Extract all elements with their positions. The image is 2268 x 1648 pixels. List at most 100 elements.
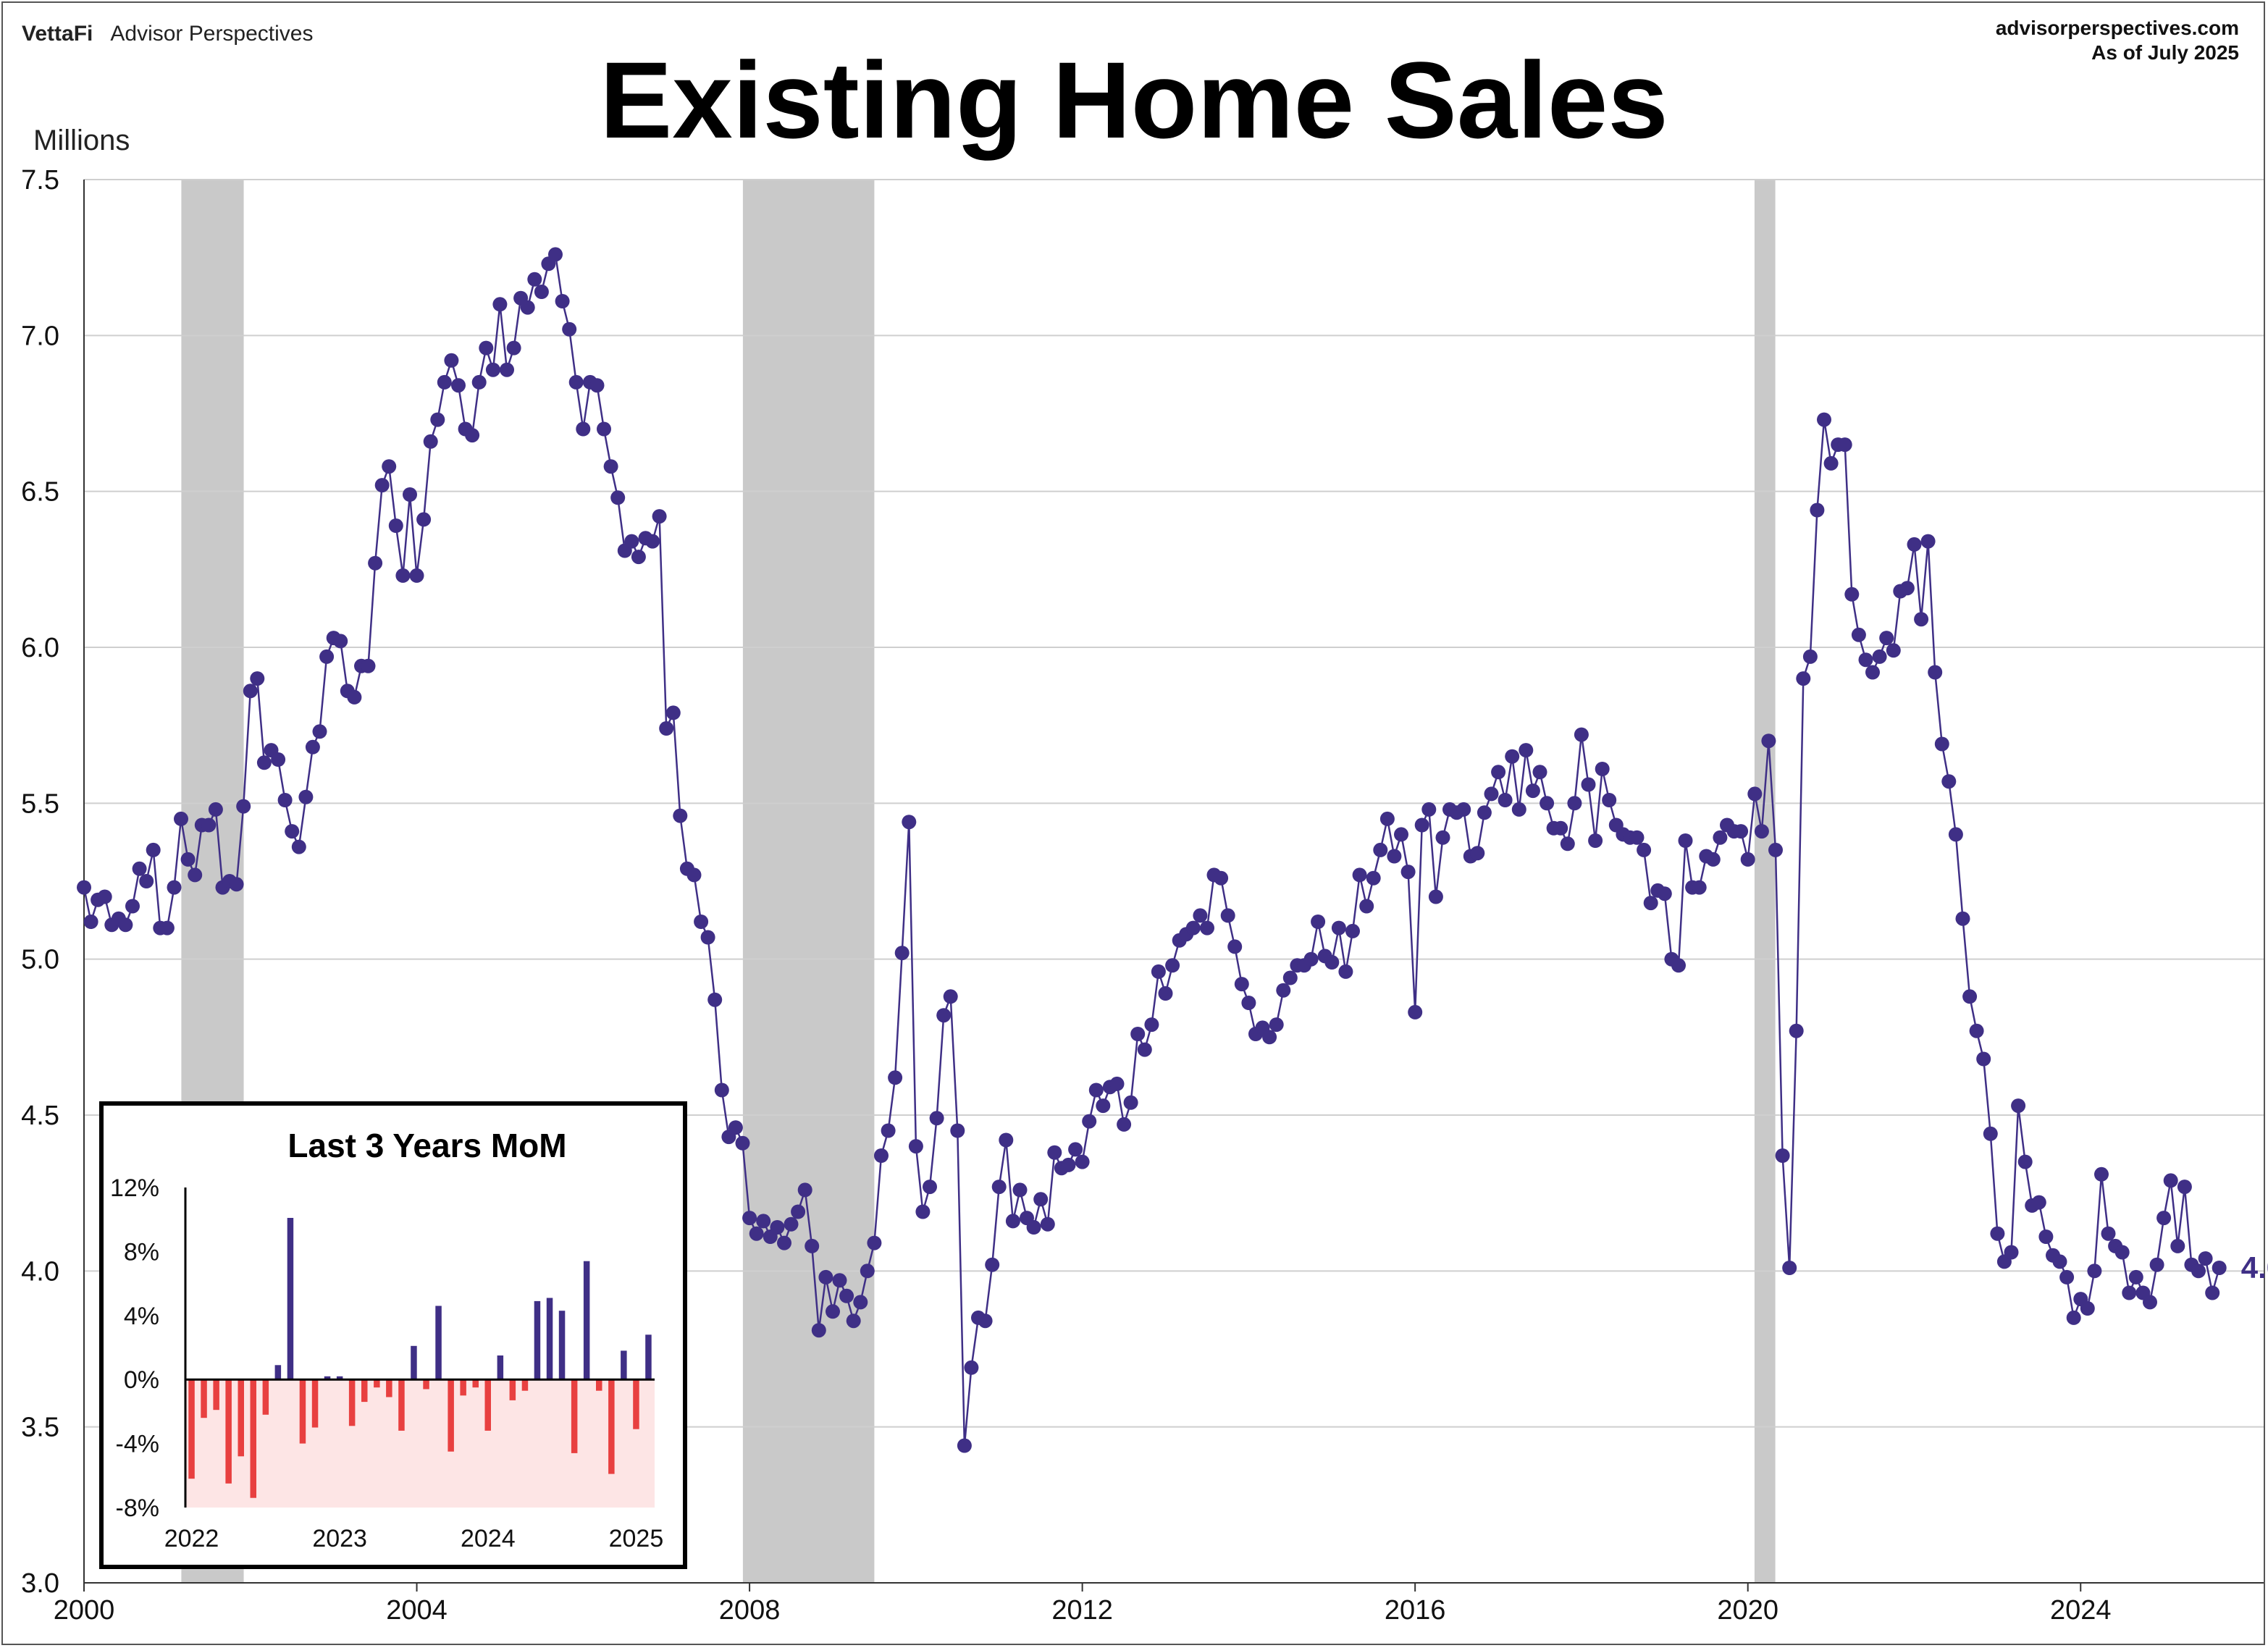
data-point (403, 487, 417, 502)
data-point (471, 374, 487, 390)
data-point (2212, 1261, 2227, 1275)
inset-bar (213, 1379, 219, 1411)
source-block: advisorperspectives.com As of July 2025 (1996, 16, 2239, 65)
inset-y-tick-label: 12% (110, 1174, 159, 1202)
inset-bar (374, 1379, 380, 1388)
inset-bar (435, 1306, 442, 1380)
data-point (694, 915, 709, 929)
data-point (1657, 886, 1672, 901)
data-point (520, 300, 535, 315)
data-point (430, 412, 445, 427)
inset-bar (348, 1379, 356, 1426)
y-tick-label: 6.0 (21, 633, 59, 663)
data-point (881, 1123, 896, 1138)
data-point (361, 658, 376, 673)
inset-x-tick-label: 2025 (609, 1525, 664, 1552)
data-point (1581, 777, 1596, 792)
data-point (1782, 1261, 1797, 1275)
data-point (735, 1135, 750, 1151)
inset-y-tick-label: -8% (116, 1494, 159, 1522)
data-point (347, 689, 362, 705)
data-point (2156, 1211, 2172, 1226)
data-point (1914, 612, 1929, 627)
data-point (451, 378, 466, 393)
data-point (2128, 1269, 2143, 1285)
data-point (1303, 951, 1319, 967)
data-point (1823, 455, 1839, 471)
data-point (631, 550, 646, 565)
inset-bar (472, 1379, 479, 1388)
data-point (888, 1070, 903, 1085)
y-tick-label: 3.5 (21, 1413, 59, 1443)
data-point (589, 378, 605, 393)
data-point (2059, 1269, 2075, 1285)
data-point (1276, 983, 1291, 998)
data-point (319, 649, 335, 664)
data-point (388, 518, 403, 533)
data-point (957, 1438, 972, 1453)
data-point (271, 752, 286, 767)
series-points (77, 247, 2227, 1453)
data-point (1428, 889, 1443, 904)
data-point (1387, 849, 1402, 864)
data-point (1955, 911, 1970, 926)
inset-bar (571, 1379, 578, 1453)
x-tick-label: 2008 (719, 1595, 781, 1626)
data-point (1858, 652, 1873, 668)
data-point (1400, 865, 1416, 880)
data-point (576, 421, 591, 437)
data-point (1574, 727, 1589, 742)
y-tick-label: 3.0 (21, 1568, 59, 1599)
data-point (978, 1313, 993, 1329)
x-tick-label: 2012 (1051, 1595, 1113, 1626)
data-point (382, 459, 397, 474)
data-point (728, 1120, 743, 1135)
data-point (1941, 774, 1957, 789)
data-point (749, 1226, 764, 1241)
data-point (548, 247, 563, 262)
data-point (1879, 631, 1894, 646)
data-point (610, 490, 626, 505)
data-point (1421, 802, 1437, 817)
data-point (943, 989, 958, 1004)
data-point (1359, 899, 1374, 914)
brand: VettaFi Advisor Perspectives (22, 22, 313, 46)
data-point (1047, 1145, 1062, 1160)
data-point (2087, 1264, 2102, 1279)
data-point (1414, 817, 1429, 833)
data-point (1026, 1220, 1041, 1235)
data-point (1907, 537, 1922, 552)
data-point (1865, 665, 1880, 680)
data-point (1408, 1004, 1423, 1020)
y-tick-label: 5.5 (21, 789, 59, 819)
data-point (1872, 649, 1887, 664)
inset-bar (423, 1379, 429, 1390)
data-point (1810, 503, 1825, 518)
data-point (2011, 1098, 2026, 1114)
data-point (1740, 852, 1755, 867)
data-point (167, 880, 182, 895)
y-tick-label: 7.0 (21, 321, 59, 351)
data-point (1643, 896, 1658, 911)
data-point (1678, 833, 1693, 848)
data-point (2149, 1257, 2164, 1272)
data-point (832, 1273, 847, 1288)
end-label-group: 4.01 (2241, 1250, 2268, 1285)
data-point (791, 1204, 806, 1219)
data-point (853, 1295, 868, 1310)
data-point (1227, 939, 1243, 954)
data-point (1214, 870, 1229, 886)
data-point (277, 793, 293, 807)
data-point (146, 842, 161, 857)
inset-bar (484, 1379, 491, 1431)
data-point (1705, 852, 1721, 867)
data-point (1713, 830, 1728, 845)
inset-x-tick-label: 2022 (164, 1525, 219, 1552)
y-tick-label: 4.0 (21, 1256, 59, 1287)
data-point (1768, 842, 1783, 857)
data-point (125, 899, 140, 914)
inset-bar (324, 1376, 331, 1380)
data-point (562, 321, 577, 337)
source-site: advisorperspectives.com (1995, 17, 2239, 39)
data-point (603, 459, 618, 474)
